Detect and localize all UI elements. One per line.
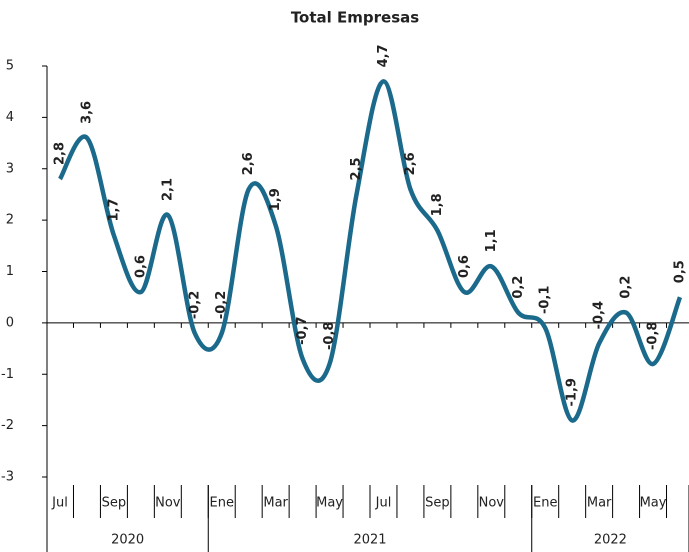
x-tick-label: Jul [51,496,68,511]
data-label: 2,5 [349,157,364,180]
x-tick-label: May [316,496,343,511]
x-tick-label: Mar [263,496,288,511]
data-label: 2,1 [160,178,175,201]
data-label: 1,7 [106,199,121,222]
year-label: 2020 [111,533,144,548]
y-tick-label: -3 [1,470,14,485]
y-tick-label: -2 [1,418,14,433]
x-tick-label: Jul [375,496,392,511]
y-tick-label: 4 [6,110,14,125]
y-tick-label: 0 [6,315,14,330]
data-label: 2,8 [53,142,68,165]
year-label: 2022 [594,533,627,548]
x-tick-label: Nov [155,496,181,511]
y-tick-label: 3 [6,161,14,176]
data-label: 0,6 [457,255,472,278]
x-tick-label: Nov [479,496,505,511]
y-tick-label: 5 [6,59,14,74]
data-label: 0,2 [619,276,634,299]
x-tick-label: Sep [102,496,127,511]
x-tick-label: May [640,496,667,511]
data-label: -1,9 [565,378,580,406]
data-label: 4,7 [376,44,391,67]
data-label: -0,4 [592,301,607,329]
data-label: 0,6 [133,255,148,278]
data-label: -0,7 [295,316,310,344]
y-tick-label: 2 [6,213,14,228]
data-label: -0,2 [214,291,229,319]
data-label: 1,8 [430,193,445,216]
x-tick-label: Sep [425,496,450,511]
data-label: 0,5 [673,260,688,283]
data-label: -0,8 [322,322,337,350]
x-tick-label: Mar [587,496,612,511]
data-label: 2,6 [241,152,256,175]
chart-title: Total Empresas [291,9,419,27]
data-label: -0,1 [538,286,553,314]
year-label: 2021 [353,533,386,548]
data-label: -0,8 [646,322,661,350]
x-tick-label: Ene [210,496,234,511]
data-label: -0,2 [187,291,202,319]
y-tick-label: 1 [6,264,14,279]
y-tick-label: -1 [1,367,14,382]
data-line [58,79,683,423]
data-label: 0,2 [511,276,526,299]
data-label: 3,6 [79,101,94,124]
data-label: 1,9 [268,188,283,211]
x-tick-label: Ene [533,496,557,511]
data-label: 1,1 [484,229,499,252]
data-label: 2,6 [403,152,418,175]
